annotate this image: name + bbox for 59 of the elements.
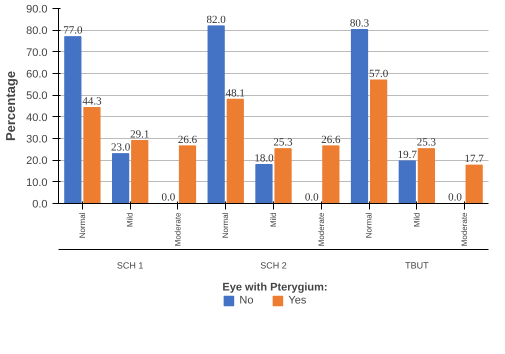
data-label: 25.3 bbox=[416, 136, 437, 149]
x-tick-label: Normal bbox=[78, 212, 87, 238]
legend-label: No bbox=[239, 294, 254, 306]
data-label: 48.1 bbox=[226, 87, 245, 100]
bar bbox=[226, 98, 244, 204]
y-tick-label: 50.0 bbox=[26, 90, 48, 102]
x-tick-label: Moderate bbox=[460, 212, 470, 246]
bar bbox=[112, 153, 130, 204]
y-tick-label: 70.0 bbox=[26, 46, 48, 59]
x-tick-label: Moderate bbox=[173, 212, 182, 246]
x-tick-label: Mild bbox=[412, 212, 422, 228]
data-label: 77.0 bbox=[63, 24, 83, 37]
legend-label: Yes bbox=[288, 294, 308, 306]
bar bbox=[178, 145, 196, 204]
x-tick-label: Mild bbox=[269, 212, 278, 228]
bar bbox=[322, 145, 340, 204]
bar bbox=[466, 164, 483, 204]
data-label: 0.0 bbox=[162, 192, 176, 204]
bar bbox=[208, 25, 225, 204]
bar bbox=[274, 148, 292, 204]
y-axis-title: Percentage bbox=[3, 70, 18, 142]
text: TBUT bbox=[405, 260, 430, 270]
text: SCH 2 bbox=[260, 260, 287, 270]
bar bbox=[83, 107, 101, 204]
y-tick-label: 80.0 bbox=[26, 25, 48, 38]
x-tick-label: Moderate bbox=[316, 212, 326, 246]
data-label: 26.6 bbox=[178, 134, 198, 146]
data-label: 26.6 bbox=[321, 134, 341, 146]
data-label: 57.0 bbox=[368, 68, 389, 80]
data-label: 82.0 bbox=[206, 14, 226, 26]
text: SCH 1 bbox=[116, 260, 144, 270]
data-label: 44.3 bbox=[82, 96, 102, 108]
y-tick-label: 20.0 bbox=[26, 155, 48, 168]
bar bbox=[131, 140, 148, 204]
data-label: 19.7 bbox=[398, 148, 418, 161]
data-label: 80.3 bbox=[350, 18, 370, 30]
data-label: 25.3 bbox=[273, 136, 294, 149]
x-tick-label: Normal bbox=[221, 212, 230, 238]
y-tick-label: 90.0 bbox=[26, 4, 48, 16]
bar bbox=[350, 29, 368, 204]
y-tick-label: 60.0 bbox=[26, 68, 48, 80]
data-label: 0.0 bbox=[448, 192, 462, 204]
data-label: 0.0 bbox=[304, 192, 320, 204]
y-tick-label: 30.0 bbox=[26, 134, 48, 146]
bar bbox=[398, 160, 416, 204]
data-label: 17.7 bbox=[464, 153, 484, 166]
y-tick-label: 0.0 bbox=[32, 198, 48, 210]
x-tick-label: Mild bbox=[126, 212, 135, 228]
bar bbox=[370, 80, 388, 204]
data-label: 29.1 bbox=[130, 128, 150, 140]
legend-title: Eye with Pterygium: bbox=[222, 282, 328, 294]
bar bbox=[255, 164, 273, 204]
data-label: 23.0 bbox=[110, 142, 131, 154]
bar bbox=[64, 36, 82, 204]
x-tick-label: Normal bbox=[364, 212, 374, 238]
y-tick-label: 10.0 bbox=[26, 176, 48, 189]
data-label: 18.0 bbox=[254, 152, 274, 164]
y-tick-label: 40.0 bbox=[26, 112, 48, 124]
bar bbox=[418, 148, 436, 204]
